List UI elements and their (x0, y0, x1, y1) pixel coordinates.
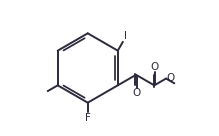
Text: F: F (85, 113, 91, 123)
Text: O: O (150, 62, 158, 72)
Text: I: I (124, 31, 127, 41)
Text: O: O (132, 88, 140, 98)
Text: O: O (167, 73, 175, 83)
